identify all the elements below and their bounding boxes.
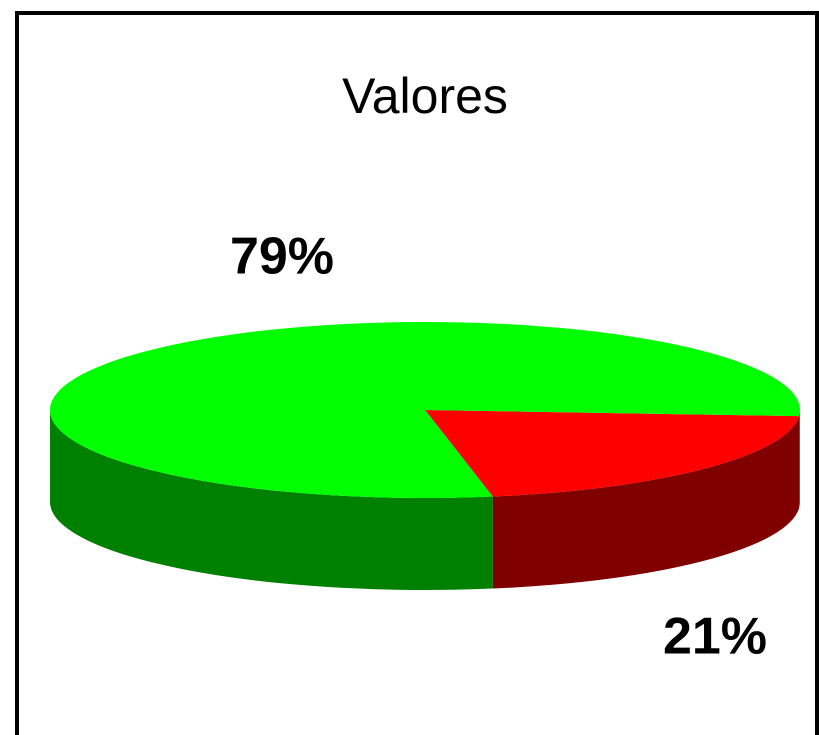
data-label: 21% <box>663 608 767 666</box>
pie-side <box>799 410 800 509</box>
pie-side <box>492 416 800 589</box>
data-label: 79% <box>230 228 334 286</box>
pie-side <box>50 410 493 591</box>
pie-slice <box>425 410 800 497</box>
chart-title: Valores <box>342 68 508 124</box>
pie-slice <box>50 322 800 499</box>
